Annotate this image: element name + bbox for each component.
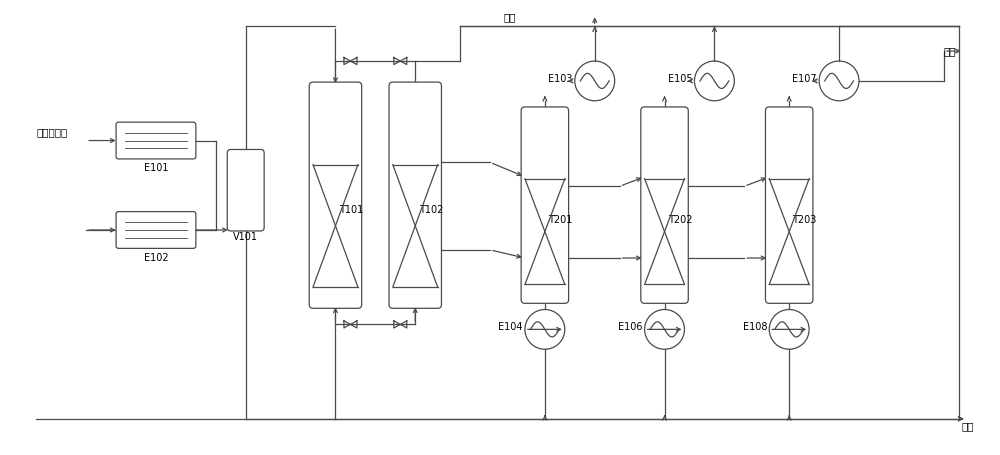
FancyBboxPatch shape bbox=[389, 82, 441, 308]
Text: E103: E103 bbox=[548, 74, 573, 84]
Text: E101: E101 bbox=[144, 163, 168, 173]
FancyBboxPatch shape bbox=[227, 150, 264, 231]
Text: E105: E105 bbox=[668, 74, 692, 84]
Text: 尾气: 尾气 bbox=[504, 12, 516, 22]
Text: E104: E104 bbox=[498, 323, 523, 333]
Text: V101: V101 bbox=[233, 233, 258, 243]
Text: E107: E107 bbox=[792, 74, 817, 84]
Text: E108: E108 bbox=[743, 323, 767, 333]
Text: E102: E102 bbox=[144, 253, 168, 263]
Text: T203: T203 bbox=[792, 215, 817, 225]
FancyBboxPatch shape bbox=[641, 107, 688, 303]
FancyBboxPatch shape bbox=[765, 107, 813, 303]
Text: T102: T102 bbox=[419, 205, 444, 215]
Text: E106: E106 bbox=[618, 323, 643, 333]
Text: T101: T101 bbox=[339, 205, 364, 215]
Text: T202: T202 bbox=[668, 215, 692, 225]
Text: 产品: 产品 bbox=[943, 46, 956, 56]
Text: 碱洗: 碱洗 bbox=[962, 421, 974, 431]
FancyBboxPatch shape bbox=[521, 107, 569, 303]
Text: 富氢原料气: 富氢原料气 bbox=[36, 127, 68, 137]
Text: T201: T201 bbox=[548, 215, 572, 225]
FancyBboxPatch shape bbox=[309, 82, 362, 308]
FancyBboxPatch shape bbox=[116, 122, 196, 159]
FancyBboxPatch shape bbox=[116, 212, 196, 248]
